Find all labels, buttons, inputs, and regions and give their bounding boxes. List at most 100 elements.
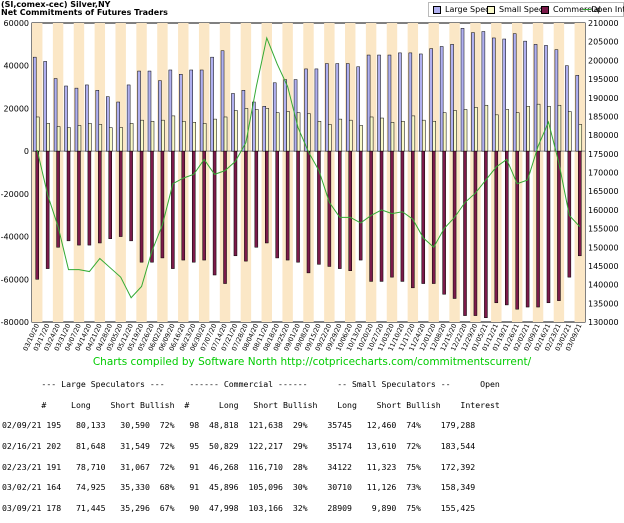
bar-large-spec — [210, 56, 214, 152]
bar-large-spec — [116, 101, 120, 152]
bar-large-spec — [199, 69, 204, 152]
bar-small-spec — [463, 109, 468, 152]
left-axis-tick-label: -80000 — [1, 318, 29, 327]
bar-large-spec — [158, 80, 162, 152]
bar-large-spec — [272, 82, 277, 152]
bar-small-spec — [129, 123, 134, 152]
bar-large-spec — [179, 74, 183, 152]
bar-commercial — [525, 150, 530, 308]
left-axis-tick-label: -20000 — [1, 190, 29, 199]
bar-small-spec — [192, 122, 196, 152]
bar-large-spec — [345, 63, 350, 152]
right-axis-tick-label: 175000 — [588, 150, 619, 159]
legend-item-small-spec: Small Spec — [487, 3, 543, 16]
bar-small-spec — [171, 115, 176, 152]
bar-small-spec — [359, 125, 363, 152]
legend-label-large-spec: Large Spec — [445, 5, 490, 14]
bar-commercial — [578, 150, 582, 257]
bar-small-spec — [495, 114, 499, 152]
bar-small-spec — [202, 123, 207, 152]
bar-small-spec — [265, 108, 270, 152]
bar-small-spec — [442, 112, 447, 152]
bar-small-spec — [390, 122, 395, 152]
bar-large-spec — [335, 63, 340, 152]
bar-commercial — [275, 150, 279, 259]
bar-commercial — [233, 150, 238, 257]
bar-small-spec — [35, 116, 40, 152]
bar-commercial — [150, 150, 154, 263]
bar-small-spec — [474, 107, 478, 152]
bar-small-spec — [56, 126, 61, 152]
bar-small-spec — [526, 106, 530, 152]
bar-small-spec — [244, 108, 249, 152]
bar-large-spec — [366, 54, 371, 152]
bar-small-spec — [557, 104, 562, 152]
bar-commercial — [557, 150, 561, 301]
bar-large-spec — [314, 68, 319, 152]
bar-large-spec — [460, 28, 465, 152]
bar-large-spec — [231, 93, 235, 152]
bar-small-spec — [411, 115, 416, 152]
bar-commercial — [400, 150, 405, 282]
bar-large-spec — [429, 48, 433, 152]
bar-large-spec — [241, 90, 246, 152]
bar-small-spec — [328, 124, 332, 152]
table-row: 02/16/21 202 81,648 31,549 72% 95 50,829… — [2, 441, 476, 452]
bar-small-spec — [88, 123, 92, 152]
bar-commercial — [494, 150, 499, 304]
right-axis-tick-label: 145000 — [588, 262, 619, 271]
bar-commercial — [66, 150, 71, 242]
bar-large-spec — [262, 106, 267, 152]
bar-small-spec — [150, 120, 155, 152]
table-row: 03/02/21 164 74,925 35,330 68% 91 45,896… — [2, 482, 476, 493]
right-axis-tick-label: 140000 — [588, 281, 619, 290]
bar-large-spec — [74, 87, 79, 152]
bar-small-spec — [348, 119, 353, 152]
legend-label-commercial: Commercial — [553, 5, 601, 14]
bar-small-spec — [401, 120, 405, 152]
chart-credit: Charts compiled by Software North http:/… — [92, 356, 532, 368]
bar-commercial — [338, 150, 342, 269]
bar-small-spec — [77, 125, 82, 152]
bar-small-spec — [369, 116, 374, 152]
bar-commercial — [431, 150, 436, 284]
legend-swatch-large-spec — [433, 6, 441, 14]
bar-small-spec — [422, 119, 426, 152]
right-axis-tick-label: 195000 — [588, 75, 619, 84]
bar-small-spec — [234, 110, 238, 152]
bar-large-spec — [419, 53, 423, 152]
right-axis-tick-label: 180000 — [588, 131, 619, 140]
chart-legend: Large Spec Small Spec Commercial — [428, 2, 624, 17]
bar-commercial — [306, 150, 311, 274]
bar-commercial — [202, 150, 206, 261]
right-axis-tick-label: 150000 — [588, 243, 619, 252]
bar-commercial — [191, 150, 196, 263]
bar-large-spec — [64, 85, 68, 152]
bar-small-spec — [223, 116, 228, 152]
bar-commercial — [358, 150, 363, 261]
bar-commercial — [87, 150, 92, 246]
bar-commercial — [473, 150, 478, 316]
bar-small-spec — [109, 127, 113, 152]
bar-commercial — [171, 150, 175, 269]
cot-chart: 6000040000200000-20000-40000-60000-80000… — [1, 19, 619, 352]
bar-commercial — [265, 150, 269, 244]
bar-commercial — [285, 150, 290, 261]
bar-commercial — [108, 150, 112, 239]
bar-commercial — [56, 150, 60, 248]
bar-large-spec — [492, 37, 496, 152]
bar-commercial — [463, 150, 467, 316]
bar-commercial — [244, 150, 248, 262]
left-axis-tick-label: 60000 — [4, 19, 29, 28]
bar-small-spec — [568, 111, 572, 152]
bar-large-spec — [533, 44, 538, 152]
bar-commercial — [484, 150, 488, 318]
bar-small-spec — [317, 120, 322, 152]
bar-commercial — [139, 150, 144, 263]
bar-commercial — [442, 150, 446, 295]
bar-large-spec — [387, 54, 392, 152]
bar-small-spec — [275, 112, 280, 152]
bar-commercial — [223, 150, 227, 284]
bar-large-spec — [95, 90, 100, 152]
bar-large-spec — [252, 101, 256, 152]
